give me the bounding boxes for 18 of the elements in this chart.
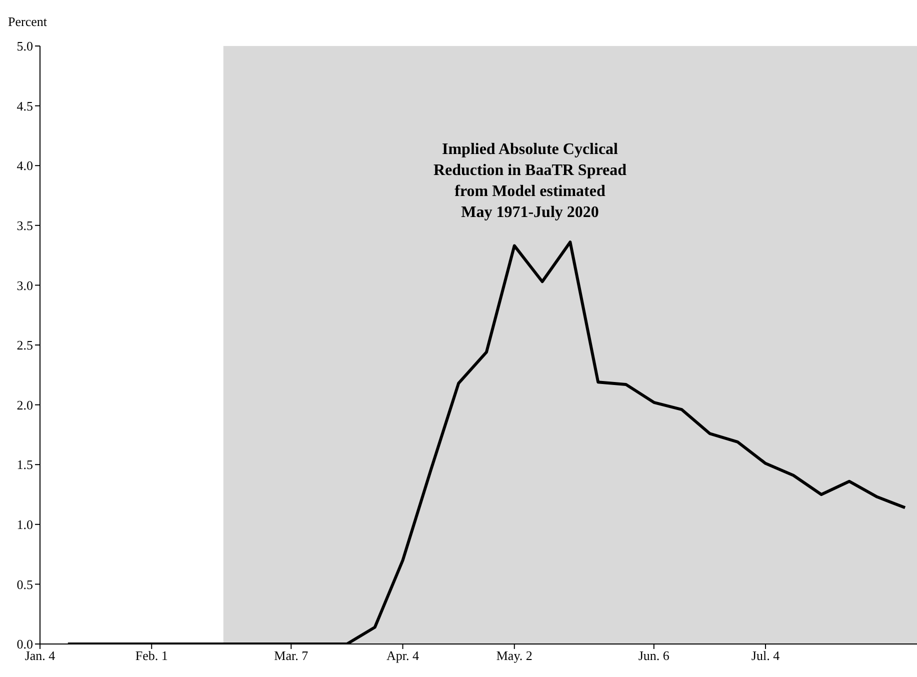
y-tick-label: 4.5: [16, 98, 33, 114]
y-tick-label: 5.0: [16, 38, 33, 54]
y-axis-title: Percent: [8, 14, 47, 30]
annotation: Implied Absolute Cyclical Reduction in BaaTR Spread from Model estimated May 1971-July 2020: [432, 140, 628, 223]
x-tick-label: May. 2: [496, 648, 532, 664]
y-tick-label: 2.5: [16, 338, 33, 353]
y-tick-label: 3.5: [16, 218, 33, 234]
y-tick-label: 4.0: [16, 158, 33, 174]
y-tick-label: 2.0: [16, 397, 33, 412]
x-tick-label: Jun. 6: [638, 648, 670, 664]
x-tick-label: Jul. 4: [751, 648, 780, 664]
y-tick-label: 1.5: [16, 457, 33, 472]
y-tick-label: 0.5: [16, 576, 33, 592]
x-tick-label: Feb. 1: [135, 648, 168, 664]
y-tick-label: 3.0: [16, 278, 33, 293]
x-tick-label: Apr. 4: [386, 648, 420, 664]
x-tick-label: Mar. 7: [274, 648, 309, 664]
y-tick-label: 1.0: [16, 517, 33, 532]
